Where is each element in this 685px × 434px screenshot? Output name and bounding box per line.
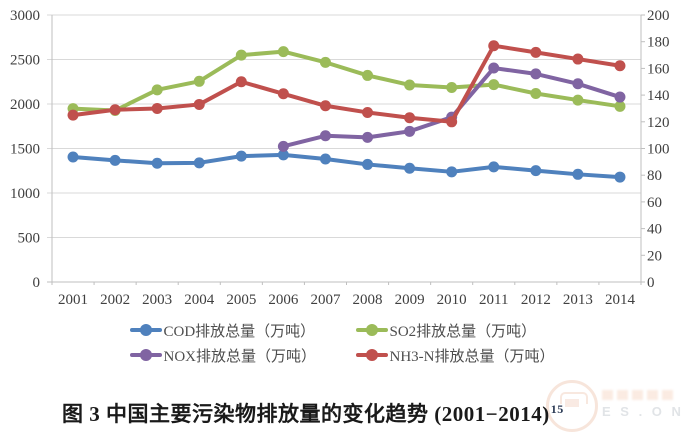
figure-caption: 图 3 中国主要污染物排放量的变化趋势 (2001−2014)15 [62, 398, 564, 428]
svg-text:140: 140 [647, 88, 670, 104]
svg-text:2006: 2006 [268, 292, 299, 308]
svg-text:2005: 2005 [226, 292, 256, 308]
chart-legend: COD排放总量（万吨） SO2排放总量（万吨） NOX排放总量（万吨） N [0, 319, 685, 366]
emissions-line-chart: 0 500 1000 1500 2000 2500 3000 0 20 40 60 80 100 120 1… [10, 8, 670, 308]
nox-series-marker-icon [129, 349, 162, 361]
svg-text:2009: 2009 [395, 292, 425, 308]
svg-text:20: 20 [647, 248, 662, 264]
so2-series-marker-icon [355, 324, 388, 336]
svg-text:1500: 1500 [10, 142, 40, 158]
svg-text:60: 60 [647, 195, 662, 211]
svg-text:80: 80 [647, 168, 662, 184]
svg-text:3000: 3000 [10, 8, 40, 24]
cod-series-marker-icon [129, 324, 162, 336]
watermark-letters: E S . O N [602, 404, 684, 419]
svg-text:2000: 2000 [10, 97, 40, 113]
svg-text:2008: 2008 [353, 292, 383, 308]
legend-row-2: NOX排放总量（万吨） NH3-N排放总量（万吨） [129, 344, 556, 366]
svg-text:100: 100 [647, 142, 670, 158]
svg-text:2014: 2014 [605, 292, 636, 308]
legend-item-cod: COD排放总量（万吨） [129, 319, 330, 341]
svg-text:2007: 2007 [310, 292, 341, 308]
svg-text:40: 40 [647, 222, 662, 238]
figure-caption-text: 图 3 中国主要污染物排放量的变化趋势 (2001−2014) [62, 402, 550, 426]
svg-text:2013: 2013 [563, 292, 593, 308]
svg-text:2001: 2001 [58, 292, 88, 308]
svg-text:2002: 2002 [100, 292, 130, 308]
watermark: E S . O N [544, 376, 685, 434]
svg-text:0: 0 [33, 275, 41, 291]
svg-text:200: 200 [647, 8, 670, 24]
watermark-faint-text [602, 390, 674, 400]
svg-text:120: 120 [647, 115, 670, 131]
svg-text:160: 160 [647, 61, 670, 77]
legend-item-nox: NOX排放总量（万吨） [129, 344, 330, 366]
svg-text:2012: 2012 [521, 292, 551, 308]
svg-text:2500: 2500 [10, 53, 40, 69]
footnote-reference: 15 [550, 402, 564, 416]
legend-label-nox: NOX排放总量（万吨） [163, 348, 317, 365]
nh3n-series-marker-icon [355, 349, 388, 361]
svg-text:2003: 2003 [142, 292, 172, 308]
svg-text:2010: 2010 [437, 292, 467, 308]
svg-text:500: 500 [18, 231, 41, 247]
legend-label-cod: COD排放总量（万吨） [163, 323, 316, 340]
svg-text:0: 0 [647, 275, 655, 291]
legend-label-nh3n: NH3-N排放总量（万吨） [389, 348, 555, 365]
svg-text:2004: 2004 [184, 292, 215, 308]
svg-text:1000: 1000 [10, 186, 40, 202]
legend-item-so2: SO2排放总量（万吨） [355, 319, 556, 341]
legend-row-1: COD排放总量（万吨） SO2排放总量（万吨） [129, 319, 556, 341]
svg-text:2011: 2011 [479, 292, 508, 308]
legend-item-nh3n: NH3-N排放总量（万吨） [355, 344, 556, 366]
svg-text:180: 180 [647, 35, 670, 51]
legend-label-so2: SO2排放总量（万吨） [389, 323, 537, 340]
